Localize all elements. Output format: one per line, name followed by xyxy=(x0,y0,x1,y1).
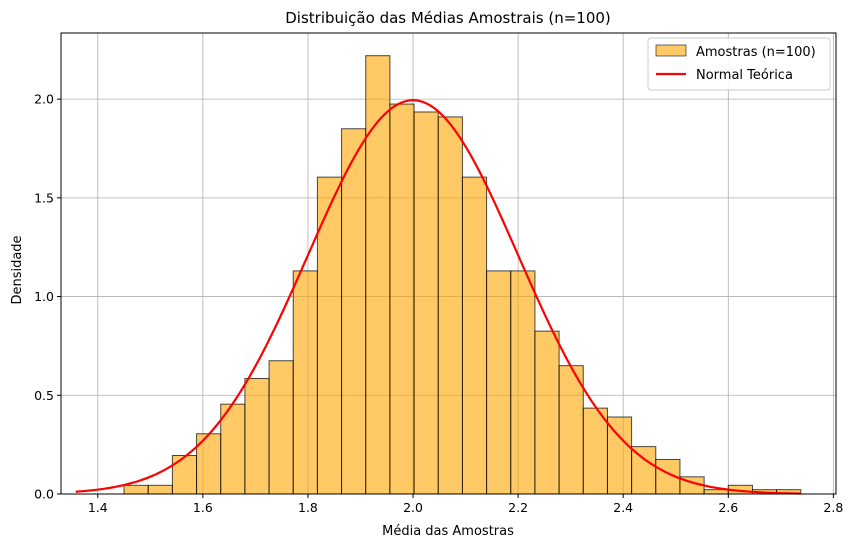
histogram-bar xyxy=(486,270,512,495)
legend: Amostras (n=100) Normal Teórica xyxy=(647,37,831,91)
y-axis-title: Densidade xyxy=(10,235,25,304)
chart-title: Distribuição das Médias Amostrais (n=100… xyxy=(285,9,611,27)
legend-box xyxy=(647,37,831,91)
histogram-bar xyxy=(123,484,149,495)
histogram-bar xyxy=(316,176,343,495)
histogram-bar xyxy=(534,330,560,495)
histogram-bar xyxy=(413,111,439,495)
normal-curve-line xyxy=(75,99,801,495)
histogram-bar xyxy=(171,455,198,495)
histogram-bar xyxy=(606,416,633,495)
histogram-bar xyxy=(437,116,463,495)
histogram-bar xyxy=(341,128,367,495)
histogram-bar xyxy=(582,407,608,495)
legend-label-samples: Amostras (n=100) xyxy=(696,45,816,60)
legend-swatch-samples xyxy=(655,44,687,57)
y-tick-label: 2.0 xyxy=(34,92,54,107)
histogram-bar xyxy=(703,489,729,495)
x-tick-label: 2.4 xyxy=(613,500,633,515)
y-tick-label: 0.5 xyxy=(34,388,54,403)
x-tick-label: 2.2 xyxy=(508,500,528,515)
histogram-bar xyxy=(147,484,173,495)
y-tick-label: 1.5 xyxy=(34,190,54,205)
histogram-bars xyxy=(123,55,802,495)
histogram-bar xyxy=(389,103,415,495)
histogram-bar xyxy=(510,270,536,495)
histogram-bar xyxy=(268,360,294,495)
legend-label-normal: Normal Teórica xyxy=(696,68,793,83)
x-tick-label: 2.0 xyxy=(403,500,423,515)
x-tick-label: 1.8 xyxy=(298,500,318,515)
histogram-bar xyxy=(461,176,488,495)
x-axis-title: Média das Amostras xyxy=(382,524,514,539)
histogram-bar xyxy=(558,365,584,495)
y-tick-label: 1.0 xyxy=(34,289,54,304)
histogram-bar xyxy=(631,446,657,495)
x-tick-label: 2.6 xyxy=(718,500,738,515)
x-tick-label: 1.6 xyxy=(193,500,213,515)
histogram-bar xyxy=(292,270,318,495)
y-tick-label: 0.0 xyxy=(34,487,54,502)
x-tick-label: 2.8 xyxy=(823,500,843,515)
plot-frame xyxy=(60,32,837,495)
x-tick-label: 1.4 xyxy=(88,500,108,515)
axis-ticks: 1.4 1.6 1.8 2.0 2.2 2.4 2.6 2.8 0.0 0.5 1.0 1.5 2.0 xyxy=(34,92,843,515)
histogram-bar xyxy=(244,378,270,495)
histogram-bar xyxy=(220,403,246,495)
